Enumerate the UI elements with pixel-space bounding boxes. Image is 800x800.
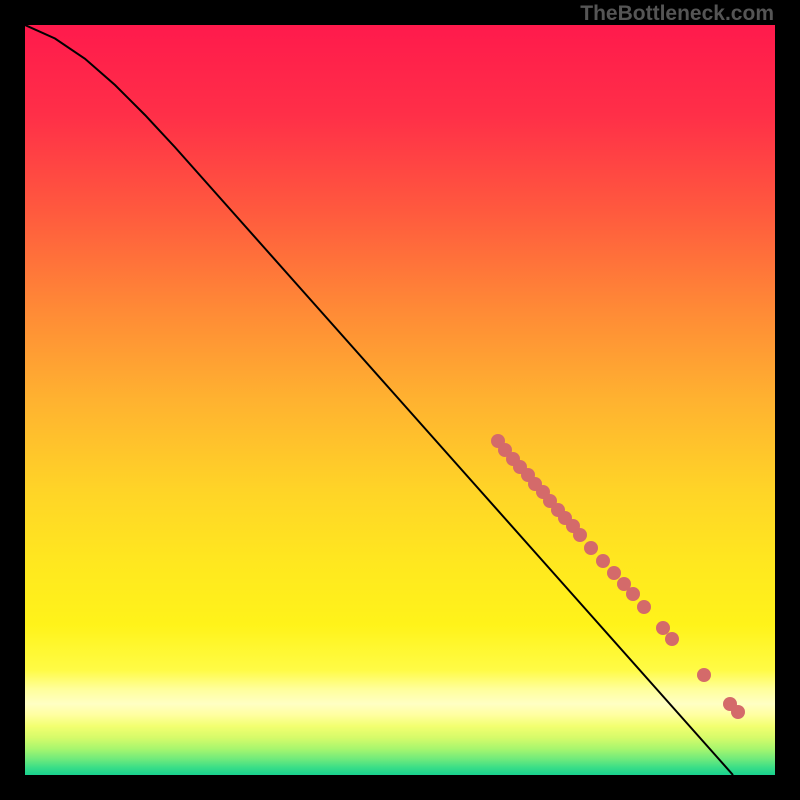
data-marker <box>596 554 610 568</box>
data-marker <box>626 587 640 601</box>
data-marker <box>731 705 745 719</box>
curve-layer <box>25 25 775 775</box>
data-marker <box>665 632 679 646</box>
data-marker <box>697 668 711 682</box>
plot-area <box>25 25 775 775</box>
data-marker <box>573 528 587 542</box>
chart-container: TheBottleneck.com <box>0 0 800 800</box>
attribution-text: TheBottleneck.com <box>580 2 774 26</box>
main-curve <box>25 25 733 775</box>
data-marker <box>637 600 651 614</box>
data-marker <box>584 541 598 555</box>
